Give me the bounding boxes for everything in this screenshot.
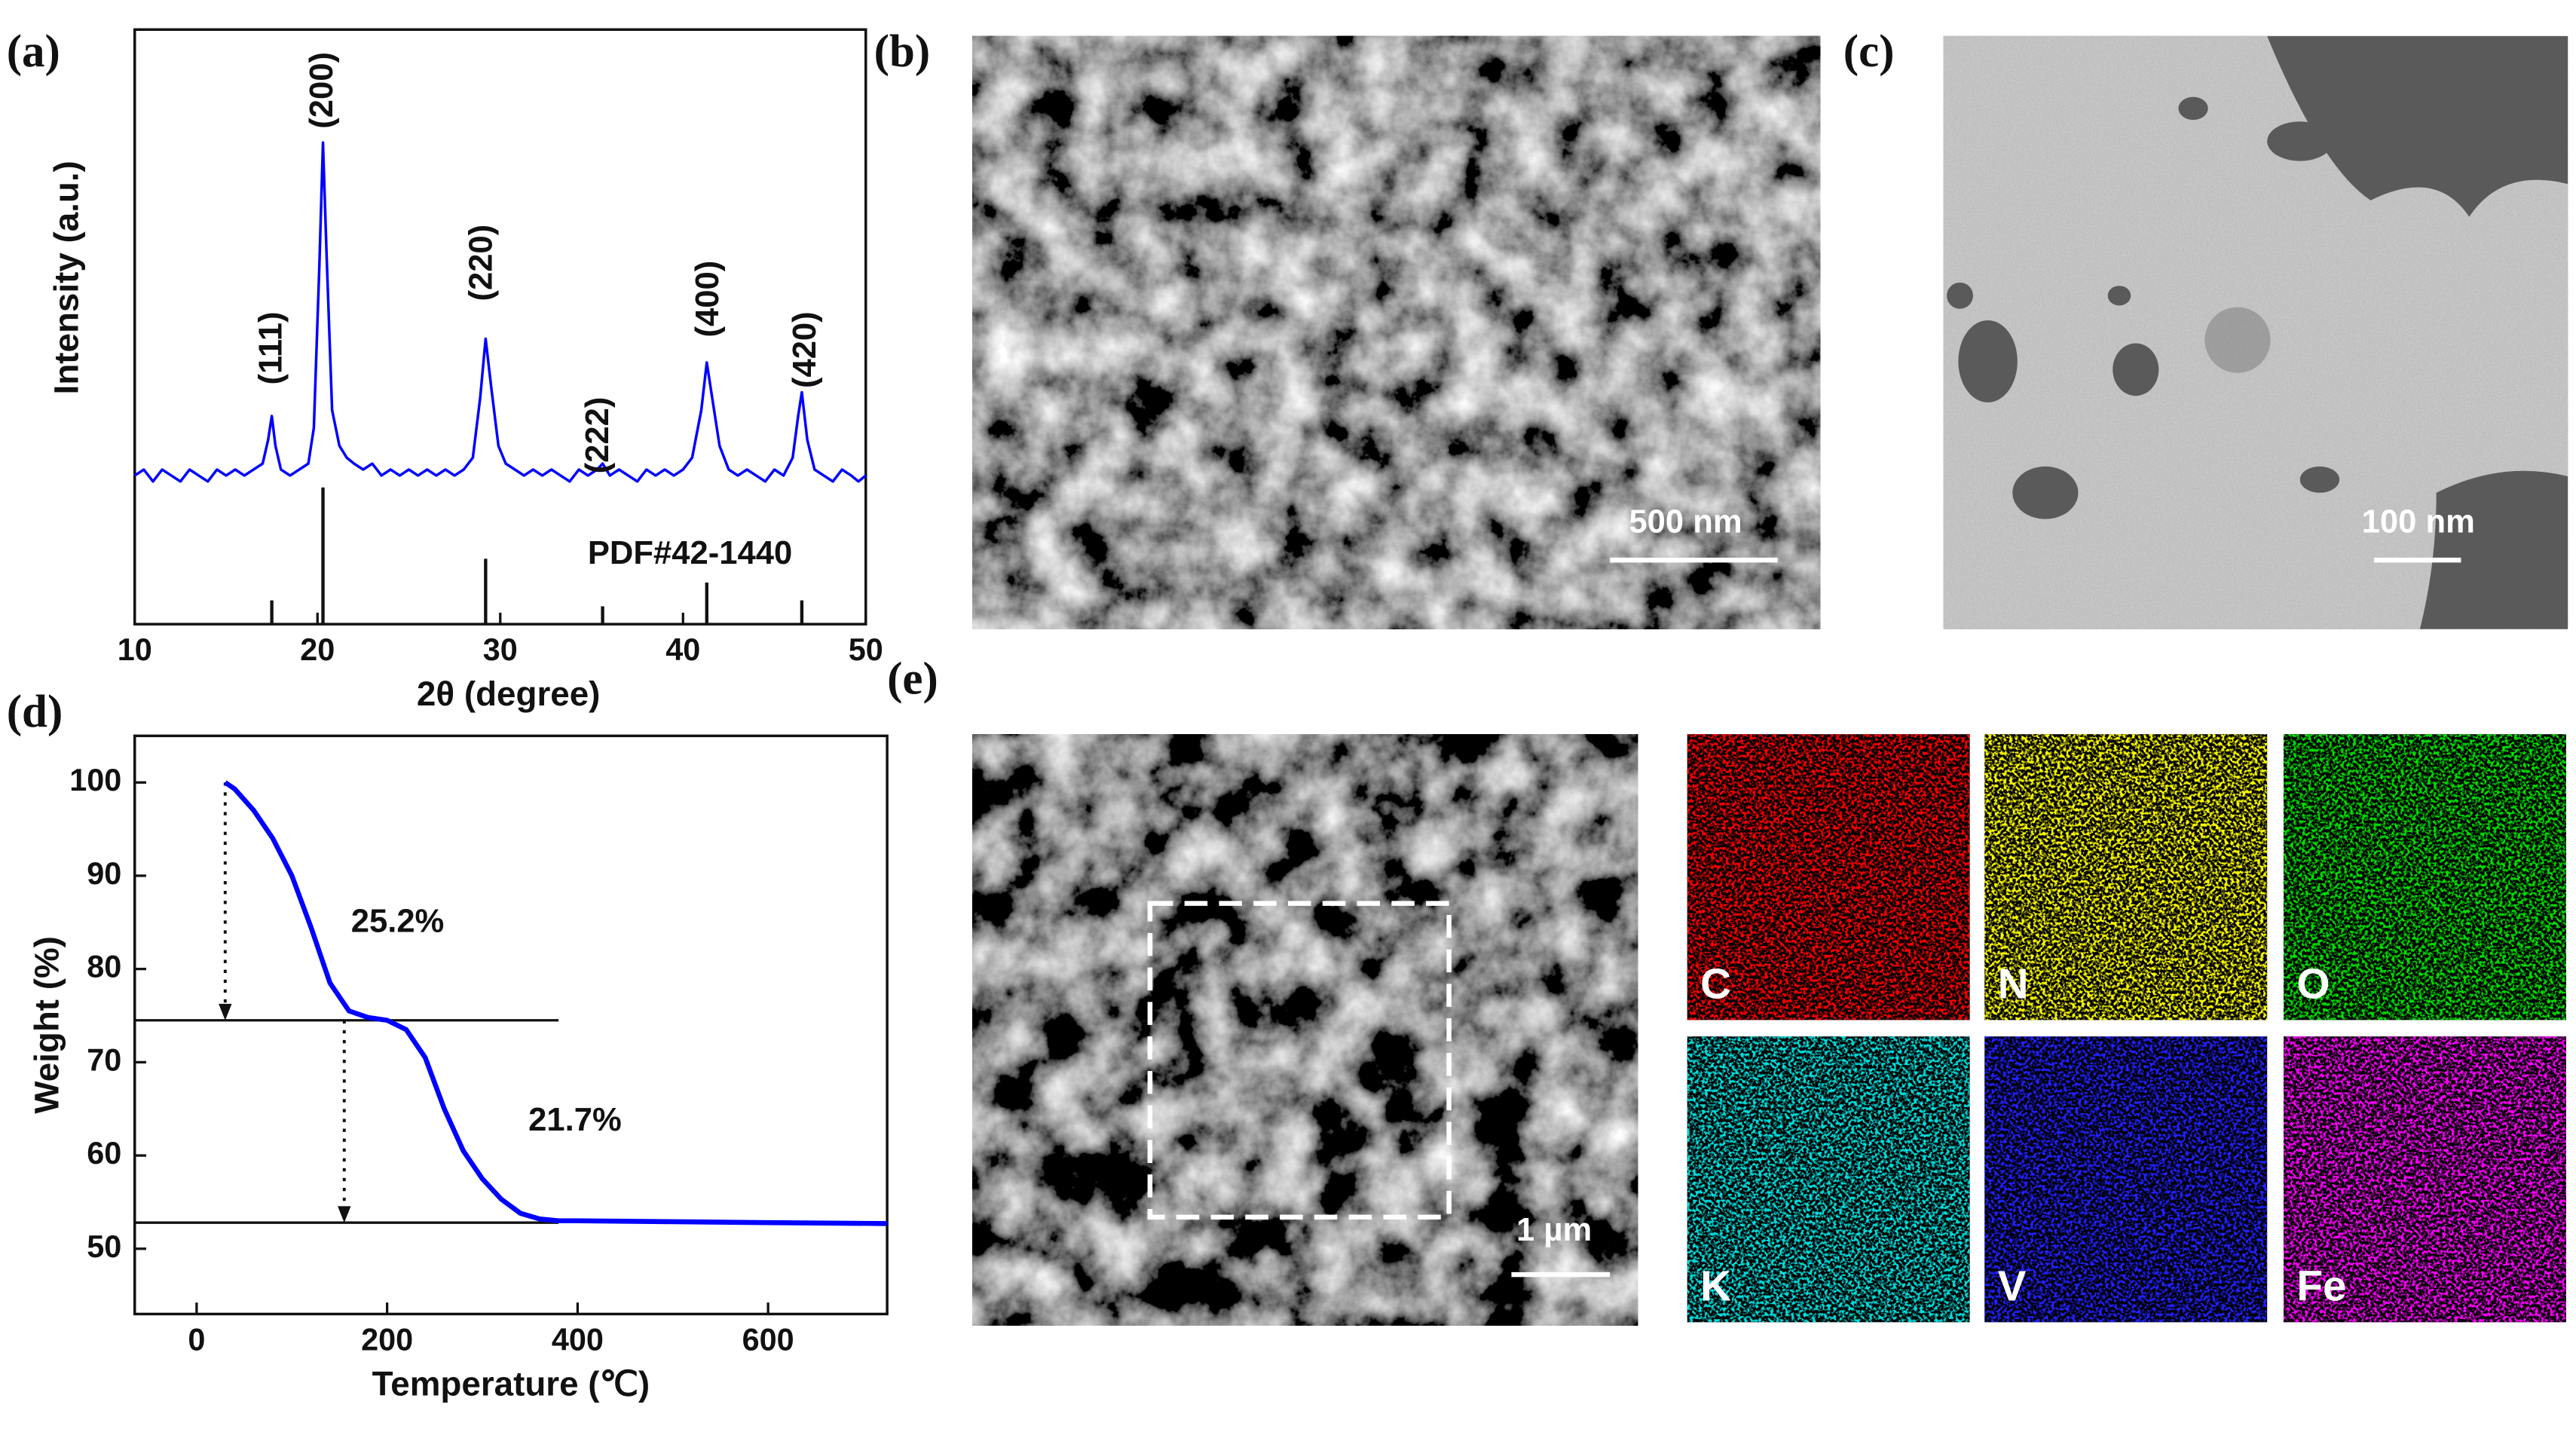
- eds-map-label: C: [1700, 961, 1731, 1008]
- eds-map-label: Fe: [2296, 1263, 2346, 1311]
- eds-maps: C N O K V Fe: [1687, 734, 2566, 1323]
- x-tick-label: 0: [188, 1322, 205, 1357]
- plot-frame: [133, 734, 889, 1316]
- arrow-head: [338, 1206, 351, 1223]
- annotation: (111): [252, 312, 289, 385]
- y-axis-label: Weight (%): [27, 936, 66, 1114]
- x-tick-label: 10: [118, 632, 152, 667]
- eds-map-label: N: [1998, 961, 2029, 1008]
- eds-map: [2283, 734, 2566, 1020]
- eds-map: [2283, 1036, 2566, 1323]
- panel-label: (d): [7, 687, 63, 737]
- eds-map: [1687, 1036, 1970, 1323]
- y-tick-label: 80: [87, 950, 121, 984]
- y-axis-label: Intensity (a.u.): [47, 161, 86, 394]
- x-tick-label: 20: [300, 632, 335, 667]
- annotation: (420): [787, 311, 823, 388]
- eds-map-label: V: [1998, 1263, 2027, 1311]
- annotation: (400): [690, 261, 726, 338]
- annotation: 21.7%: [528, 1102, 622, 1138]
- x-tick-label: 40: [665, 632, 700, 667]
- scale-bar-label: 500 nm: [1629, 504, 1742, 540]
- sem-image: [972, 734, 1638, 1326]
- x-axis-label: 2θ (degree): [417, 675, 600, 713]
- arrow-head: [219, 1003, 232, 1020]
- eds-map-label: O: [2296, 961, 2330, 1008]
- panel-label: (b): [874, 26, 931, 77]
- x-tick-label: 50: [849, 632, 883, 667]
- eds-map: [1984, 734, 2268, 1020]
- panel-label: (a): [7, 26, 60, 77]
- y-tick-label: 90: [87, 856, 121, 891]
- x-tick-label: 600: [742, 1322, 794, 1357]
- tem-image: [1943, 35, 2568, 629]
- data-line: [133, 141, 867, 483]
- data-line: [223, 780, 888, 1226]
- x-tick-label: 30: [483, 632, 518, 667]
- eds-map: [1984, 1036, 2268, 1323]
- x-axis-label: Temperature (℃): [372, 1364, 650, 1403]
- annotation: (222): [580, 397, 616, 474]
- eds-map: [1687, 734, 1970, 1020]
- y-tick-label: 70: [87, 1042, 121, 1077]
- panel-label: (e): [887, 654, 938, 705]
- eds-map-label: K: [1700, 1263, 1731, 1311]
- x-tick-label: 200: [361, 1322, 413, 1357]
- y-tick-label: 50: [87, 1229, 121, 1264]
- reference-label: PDF#42-1440: [588, 535, 792, 571]
- scale-bar-label: 100 nm: [2362, 504, 2475, 540]
- scale-bar-label: 1 µm: [1516, 1212, 1592, 1248]
- annotation: (200): [304, 52, 340, 129]
- y-tick-label: 100: [69, 763, 121, 797]
- annotation: (220): [463, 225, 499, 301]
- annotation: 25.2%: [351, 903, 445, 939]
- panel-label: (c): [1843, 26, 1895, 77]
- x-tick-label: 400: [552, 1322, 604, 1357]
- sem-image: [972, 35, 1821, 629]
- y-tick-label: 60: [87, 1136, 121, 1170]
